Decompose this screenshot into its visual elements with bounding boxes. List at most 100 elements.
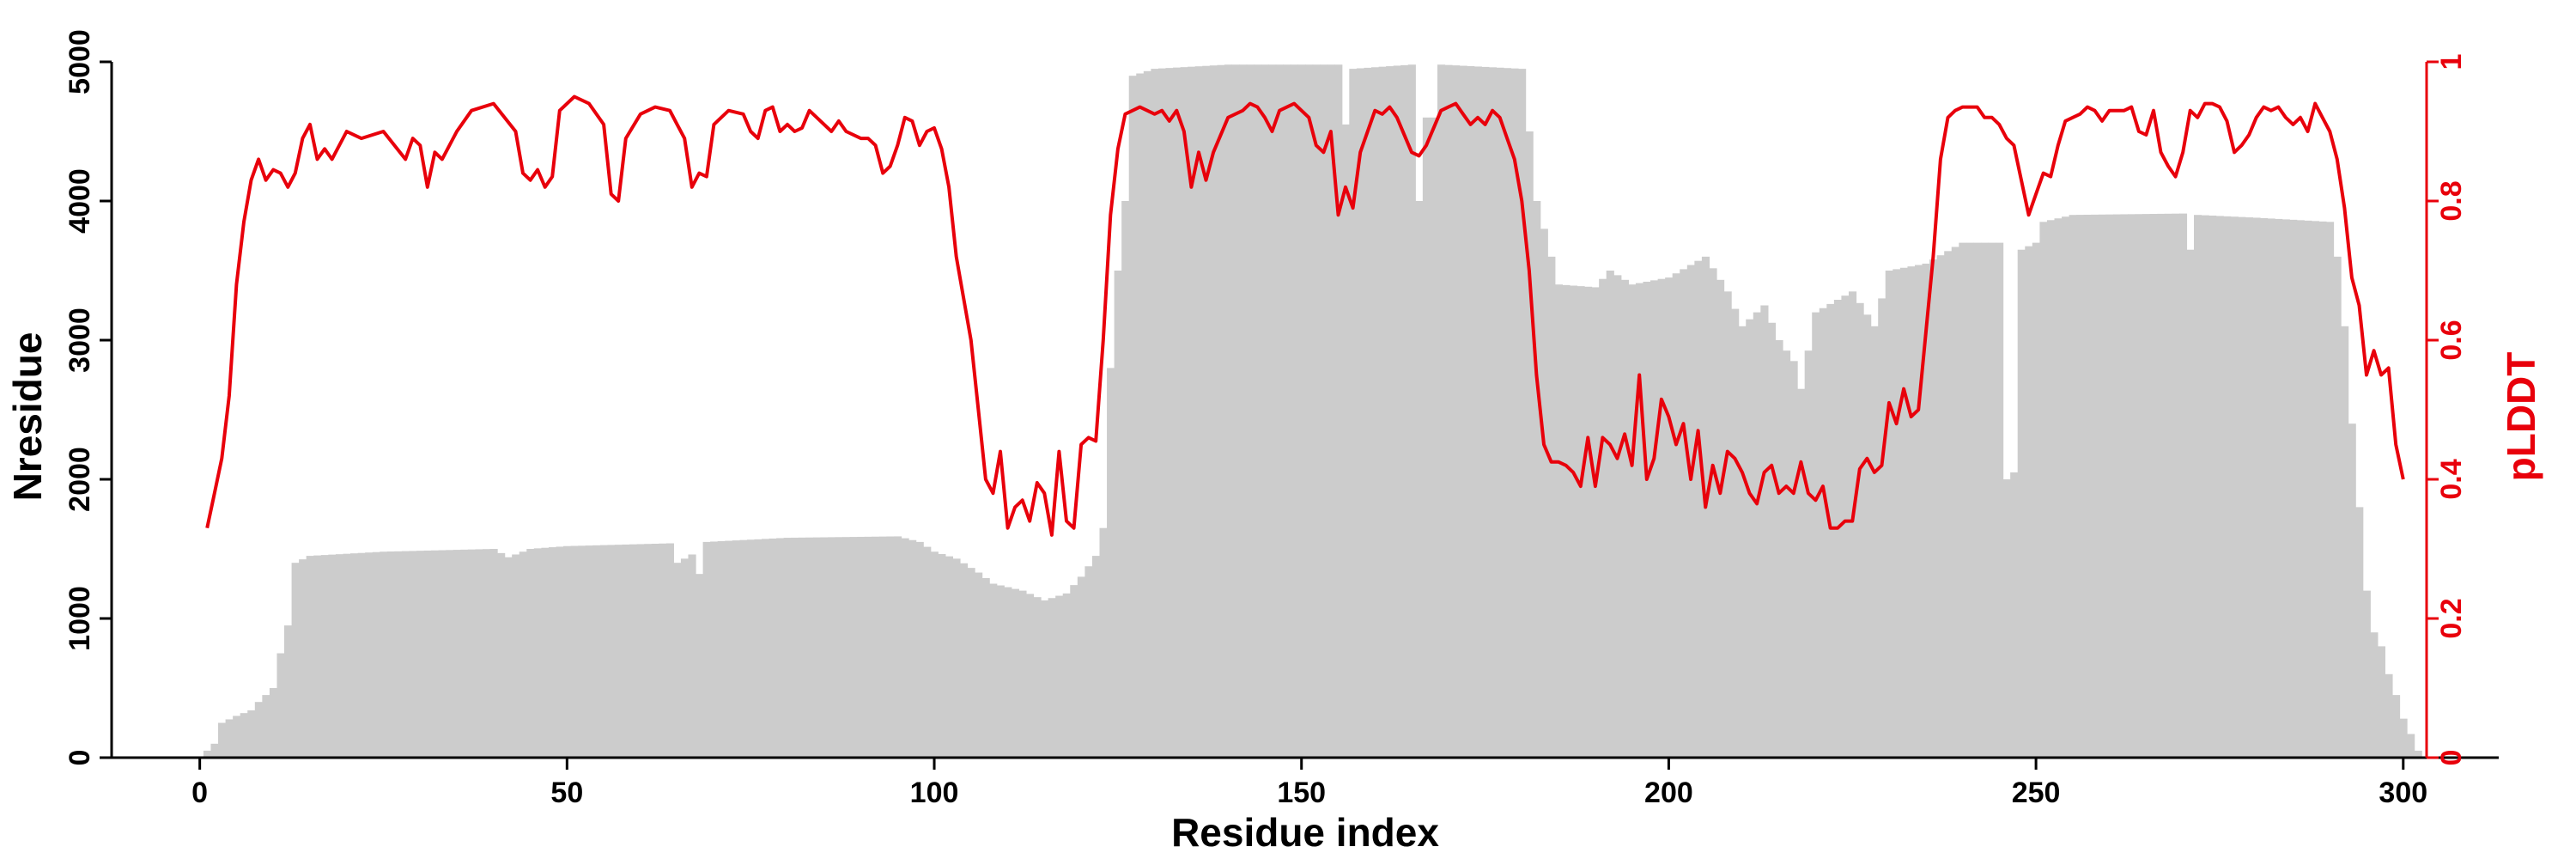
bar bbox=[599, 545, 608, 758]
bar bbox=[651, 543, 659, 758]
bar bbox=[981, 578, 990, 758]
bar bbox=[1055, 595, 1064, 758]
bar bbox=[585, 545, 593, 758]
bar bbox=[739, 539, 748, 758]
bar bbox=[732, 540, 740, 758]
bar bbox=[548, 547, 557, 758]
bar bbox=[1128, 76, 1137, 758]
bar bbox=[269, 688, 278, 758]
axes: 0 50 100 150 200 250 3000100020003000400050000… bbox=[64, 29, 2499, 809]
bar bbox=[1473, 66, 1482, 758]
bar bbox=[1804, 350, 1813, 758]
bar bbox=[828, 537, 836, 758]
bar bbox=[1048, 598, 1056, 758]
bar bbox=[1819, 308, 1827, 758]
bar bbox=[409, 551, 417, 758]
bar bbox=[1510, 68, 1519, 758]
bar bbox=[2128, 214, 2136, 758]
bar bbox=[2091, 214, 2099, 758]
bar bbox=[592, 545, 601, 758]
y2-tick-label: 0.4 bbox=[2435, 459, 2468, 499]
bar bbox=[1275, 64, 1284, 758]
bar bbox=[1488, 67, 1497, 758]
bar bbox=[1591, 287, 1600, 758]
bar bbox=[798, 537, 806, 758]
bar bbox=[1709, 268, 1717, 758]
bar bbox=[1121, 201, 1130, 758]
bar bbox=[696, 574, 704, 758]
bar bbox=[475, 549, 483, 758]
bar bbox=[504, 557, 513, 758]
bar bbox=[276, 653, 285, 758]
bar bbox=[629, 544, 638, 758]
bar bbox=[1569, 285, 1578, 758]
bar bbox=[1290, 64, 1299, 758]
bar bbox=[2178, 213, 2188, 758]
bar bbox=[1547, 256, 1556, 758]
y-tick-label: 3000 bbox=[64, 308, 96, 373]
bar bbox=[776, 538, 785, 758]
bar bbox=[446, 550, 454, 758]
bar bbox=[2391, 695, 2401, 758]
bar bbox=[1789, 361, 1798, 758]
plddt-line bbox=[205, 94, 2405, 537]
bar bbox=[1136, 73, 1145, 758]
x-tick-label: 250 bbox=[2012, 777, 2061, 809]
bar bbox=[2245, 217, 2254, 758]
bar bbox=[1004, 587, 1012, 758]
bar bbox=[1077, 576, 1085, 758]
x-tick-label: 200 bbox=[1644, 777, 1693, 809]
bar bbox=[225, 719, 234, 758]
bar bbox=[1650, 280, 1659, 758]
bar bbox=[923, 546, 932, 758]
bar bbox=[886, 536, 895, 758]
bar bbox=[1738, 326, 1747, 758]
bar bbox=[254, 702, 263, 758]
bar bbox=[901, 538, 909, 758]
bar bbox=[1341, 124, 1350, 758]
y2-tick-label: 1 bbox=[2435, 54, 2468, 70]
bar bbox=[2275, 218, 2283, 758]
bar bbox=[2414, 750, 2422, 758]
bar bbox=[2355, 507, 2364, 758]
bar bbox=[2215, 216, 2224, 758]
bar bbox=[967, 568, 975, 758]
bar bbox=[2054, 218, 2063, 758]
bar bbox=[1959, 242, 1967, 758]
bar bbox=[1783, 350, 1791, 758]
bar bbox=[1157, 68, 1167, 758]
bar bbox=[394, 551, 403, 758]
bar bbox=[2267, 218, 2275, 758]
bar bbox=[1143, 70, 1151, 758]
bar bbox=[864, 536, 872, 758]
bar bbox=[2025, 246, 2033, 758]
bar bbox=[240, 713, 248, 758]
bar bbox=[2069, 215, 2077, 758]
bar bbox=[688, 554, 696, 758]
bar bbox=[2252, 217, 2261, 758]
bar bbox=[2362, 590, 2371, 758]
bar bbox=[533, 548, 542, 758]
bar bbox=[2098, 214, 2106, 758]
bar bbox=[1202, 65, 1211, 758]
bar bbox=[1011, 588, 1019, 758]
x-tick-label: 50 bbox=[550, 777, 583, 809]
bar bbox=[497, 552, 506, 758]
bar bbox=[2281, 219, 2290, 758]
bar bbox=[1437, 64, 1446, 758]
bar bbox=[350, 553, 359, 758]
bar bbox=[1554, 284, 1563, 758]
bar bbox=[1936, 255, 1945, 758]
bar bbox=[1848, 291, 1857, 758]
bar bbox=[482, 549, 491, 758]
bar bbox=[1841, 295, 1850, 758]
bar bbox=[1680, 269, 1688, 758]
bar bbox=[2407, 734, 2415, 758]
y-tick-label: 5000 bbox=[64, 29, 96, 94]
bar bbox=[1753, 312, 1761, 758]
bar bbox=[1084, 566, 1093, 758]
bar bbox=[857, 536, 866, 758]
bar bbox=[1407, 64, 1416, 758]
bar bbox=[1988, 242, 1996, 758]
bar bbox=[1657, 278, 1666, 758]
